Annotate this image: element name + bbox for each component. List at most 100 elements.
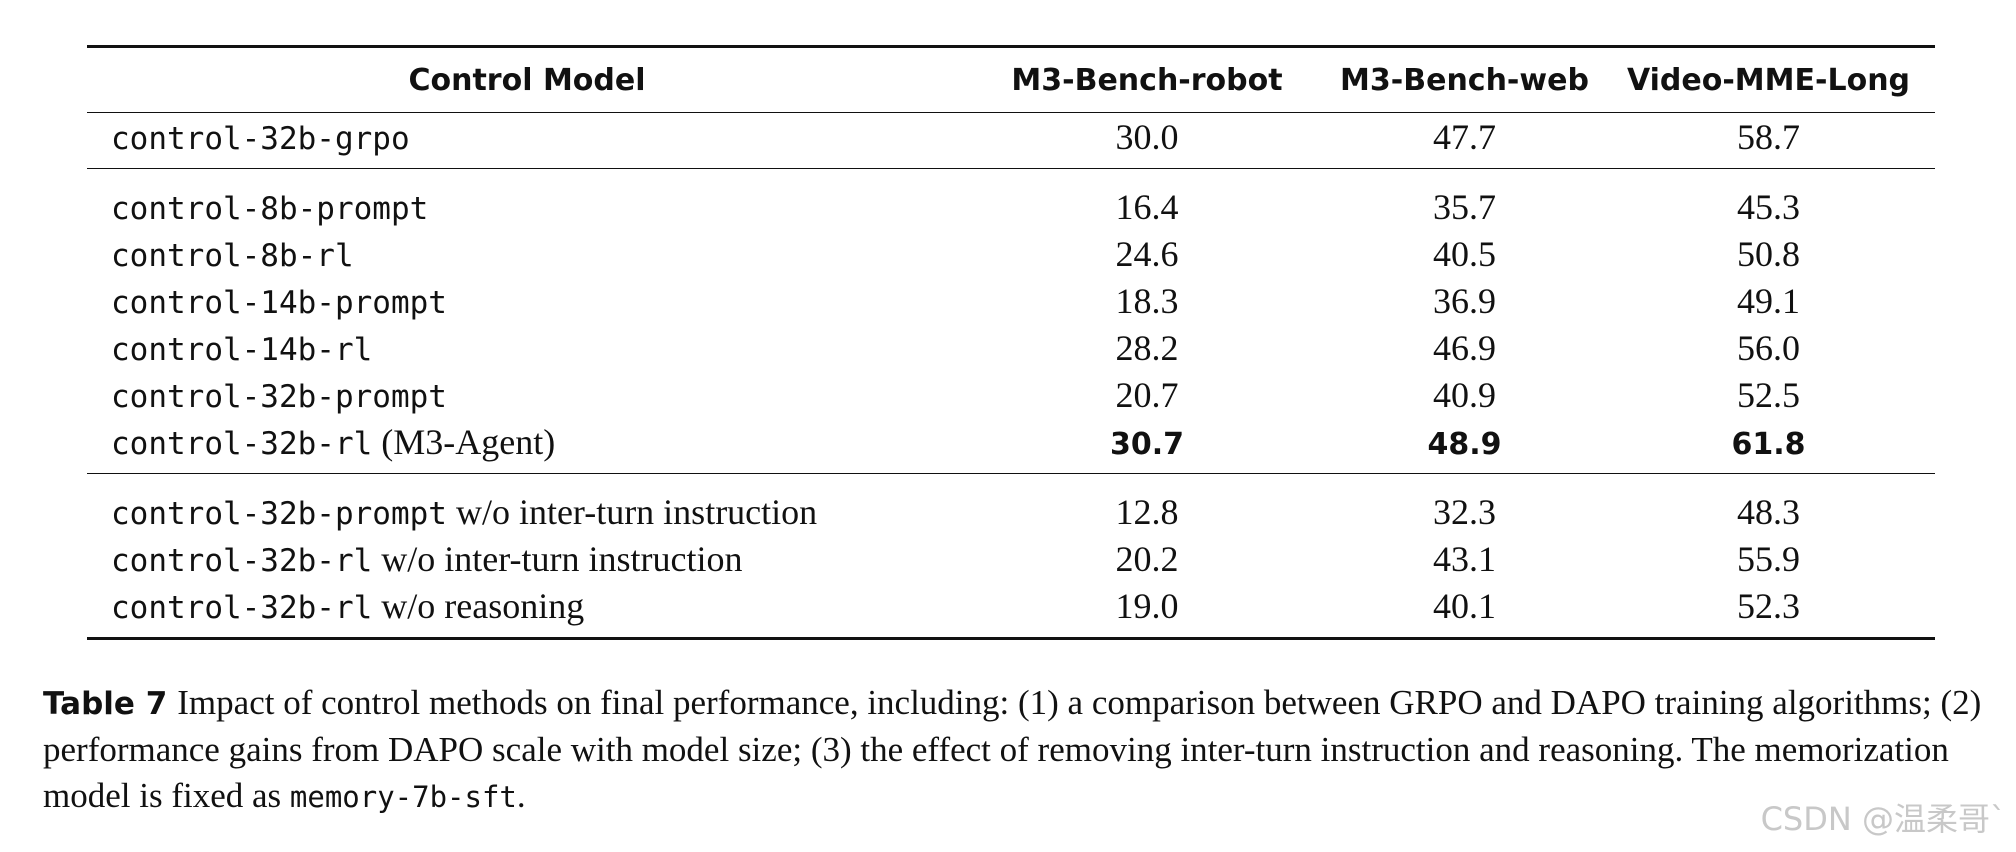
score-cell: 36.9 (1327, 277, 1602, 324)
score-value: 28.2 (1115, 327, 1179, 368)
model-name: control-32b-rl (111, 425, 373, 462)
header-row: Control Model M3-Bench-robot M3-Bench-we… (87, 46, 1935, 113)
model-name: control-32b-prompt (111, 378, 447, 415)
model-cell: control-32b-rl w/o inter-turn instructio… (87, 535, 967, 582)
score-cell: 40.1 (1327, 582, 1602, 639)
model-name: control-14b-rl (111, 331, 373, 368)
score-value: 52.3 (1737, 585, 1800, 626)
score-value: 58.7 (1737, 116, 1800, 157)
watermark: CSDN @温柔哥` (1760, 800, 2006, 838)
score-cell: 61.8 (1602, 418, 1935, 474)
results-table-container: Control Model M3-Bench-robot M3-Bench-we… (87, 45, 1935, 640)
score-cell: 40.9 (1327, 371, 1602, 418)
score-value: 30.7 (1109, 426, 1185, 462)
score-value: 52.5 (1737, 374, 1800, 415)
model-name: control-8b-rl (111, 237, 354, 274)
model-cell: control-32b-grpo (87, 113, 967, 169)
model-cell: control-14b-prompt (87, 277, 967, 324)
score-cell: 52.3 (1602, 582, 1935, 639)
caption-label: Table 7 (43, 686, 168, 722)
model-suffix: w/o inter-turn instruction (381, 538, 743, 579)
score-cell: 45.3 (1602, 169, 1935, 231)
score-value: 12.8 (1115, 491, 1179, 532)
score-value: 43.1 (1433, 538, 1496, 579)
table-row: control-32b-rl w/o inter-turn instructio… (87, 535, 1935, 582)
model-cell: control-32b-prompt (87, 371, 967, 418)
model-cell: control-8b-prompt (87, 169, 967, 231)
score-cell: 49.1 (1602, 277, 1935, 324)
score-cell: 28.2 (967, 324, 1327, 371)
model-name: control-32b-rl (111, 589, 373, 626)
table-row: control-32b-rl w/o reasoning 19.0 40.1 52.3 (87, 582, 1935, 639)
score-value: 40.1 (1433, 585, 1496, 626)
score-value: 47.7 (1433, 116, 1496, 157)
model-name: control-32b-prompt (111, 495, 447, 532)
table-row: control-32b-prompt w/o inter-turn instru… (87, 473, 1935, 536)
score-value: 40.9 (1433, 374, 1496, 415)
model-name: control-32b-grpo (111, 120, 410, 157)
score-value: 55.9 (1737, 538, 1800, 579)
model-cell: control-8b-rl (87, 230, 967, 277)
score-cell: 43.1 (1327, 535, 1602, 582)
score-value: 30.0 (1115, 116, 1179, 157)
header-cell: Control Model (408, 62, 646, 98)
model-suffix: (M3-Agent) (381, 421, 556, 462)
score-cell: 12.8 (967, 474, 1327, 536)
table-row: control-32b-rl (M3-Agent) 30.7 48.9 61.8 (87, 418, 1935, 474)
model-cell: control-32b-rl w/o reasoning (87, 582, 967, 639)
model-cell: control-32b-rl (M3-Agent) (87, 418, 967, 474)
model-suffix: w/o inter-turn instruction (455, 491, 818, 532)
score-value: 45.3 (1737, 186, 1800, 227)
caption-text: Impact of control methods on final perfo… (43, 683, 1982, 815)
model-name: control-14b-prompt (111, 284, 447, 321)
table-row: control-14b-prompt 18.3 36.9 49.1 (87, 277, 1935, 324)
score-cell: 16.4 (967, 169, 1327, 231)
score-cell: 30.7 (967, 418, 1327, 474)
header-cell: M3-Bench-robot (1011, 62, 1283, 98)
score-cell: 30.0 (967, 113, 1327, 169)
table-row: control-8b-rl 24.6 40.5 50.8 (87, 230, 1935, 277)
table-row: control-32b-grpo 30.0 47.7 58.7 (87, 112, 1935, 169)
score-cell: 47.7 (1327, 113, 1602, 169)
score-cell: 55.9 (1602, 535, 1935, 582)
score-cell: 35.7 (1327, 169, 1602, 231)
score-value: 20.2 (1115, 538, 1179, 579)
model-name: control-8b-prompt (111, 190, 429, 227)
score-cell: 50.8 (1602, 230, 1935, 277)
results-table: Control Model M3-Bench-robot M3-Bench-we… (87, 45, 1935, 640)
table-caption: Table 7 Impact of control methods on fina… (43, 680, 1983, 820)
score-cell: 20.2 (967, 535, 1327, 582)
score-cell: 46.9 (1327, 324, 1602, 371)
score-cell: 19.0 (967, 582, 1327, 639)
caption-code: memory-7b-sft (289, 780, 517, 814)
score-value: 36.9 (1433, 280, 1496, 321)
score-cell: 52.5 (1602, 371, 1935, 418)
model-cell: control-14b-rl (87, 324, 967, 371)
caption-end: . (516, 776, 526, 815)
score-cell: 24.6 (967, 230, 1327, 277)
header-cell: M3-Bench-web (1340, 62, 1589, 98)
table-row: control-14b-rl 28.2 46.9 56.0 (87, 324, 1935, 371)
score-value: 16.4 (1115, 186, 1179, 227)
table-body: control-32b-grpo 30.0 47.7 58.7 control-8b-p… (87, 112, 1935, 639)
score-cell: 18.3 (967, 277, 1327, 324)
score-value: 48.9 (1427, 426, 1502, 462)
model-cell: control-32b-prompt w/o inter-turn instru… (87, 474, 967, 536)
score-cell: 20.7 (967, 371, 1327, 418)
score-value: 40.5 (1433, 233, 1496, 274)
score-cell: 32.3 (1327, 474, 1602, 536)
model-suffix: w/o reasoning (381, 585, 585, 626)
score-value: 24.6 (1115, 233, 1179, 274)
score-cell: 48.9 (1327, 418, 1602, 474)
score-cell: 56.0 (1602, 324, 1935, 371)
table-row: control-8b-prompt 16.4 35.7 45.3 (87, 168, 1935, 231)
score-cell: 40.5 (1327, 230, 1602, 277)
score-value: 50.8 (1737, 233, 1800, 274)
score-value: 46.9 (1433, 327, 1496, 368)
score-value: 20.7 (1115, 374, 1179, 415)
score-value: 49.1 (1737, 280, 1800, 321)
score-value: 19.0 (1115, 585, 1179, 626)
score-value: 48.3 (1737, 491, 1800, 532)
table-row: control-32b-prompt 20.7 40.9 52.5 (87, 371, 1935, 418)
score-cell: 48.3 (1602, 474, 1935, 536)
